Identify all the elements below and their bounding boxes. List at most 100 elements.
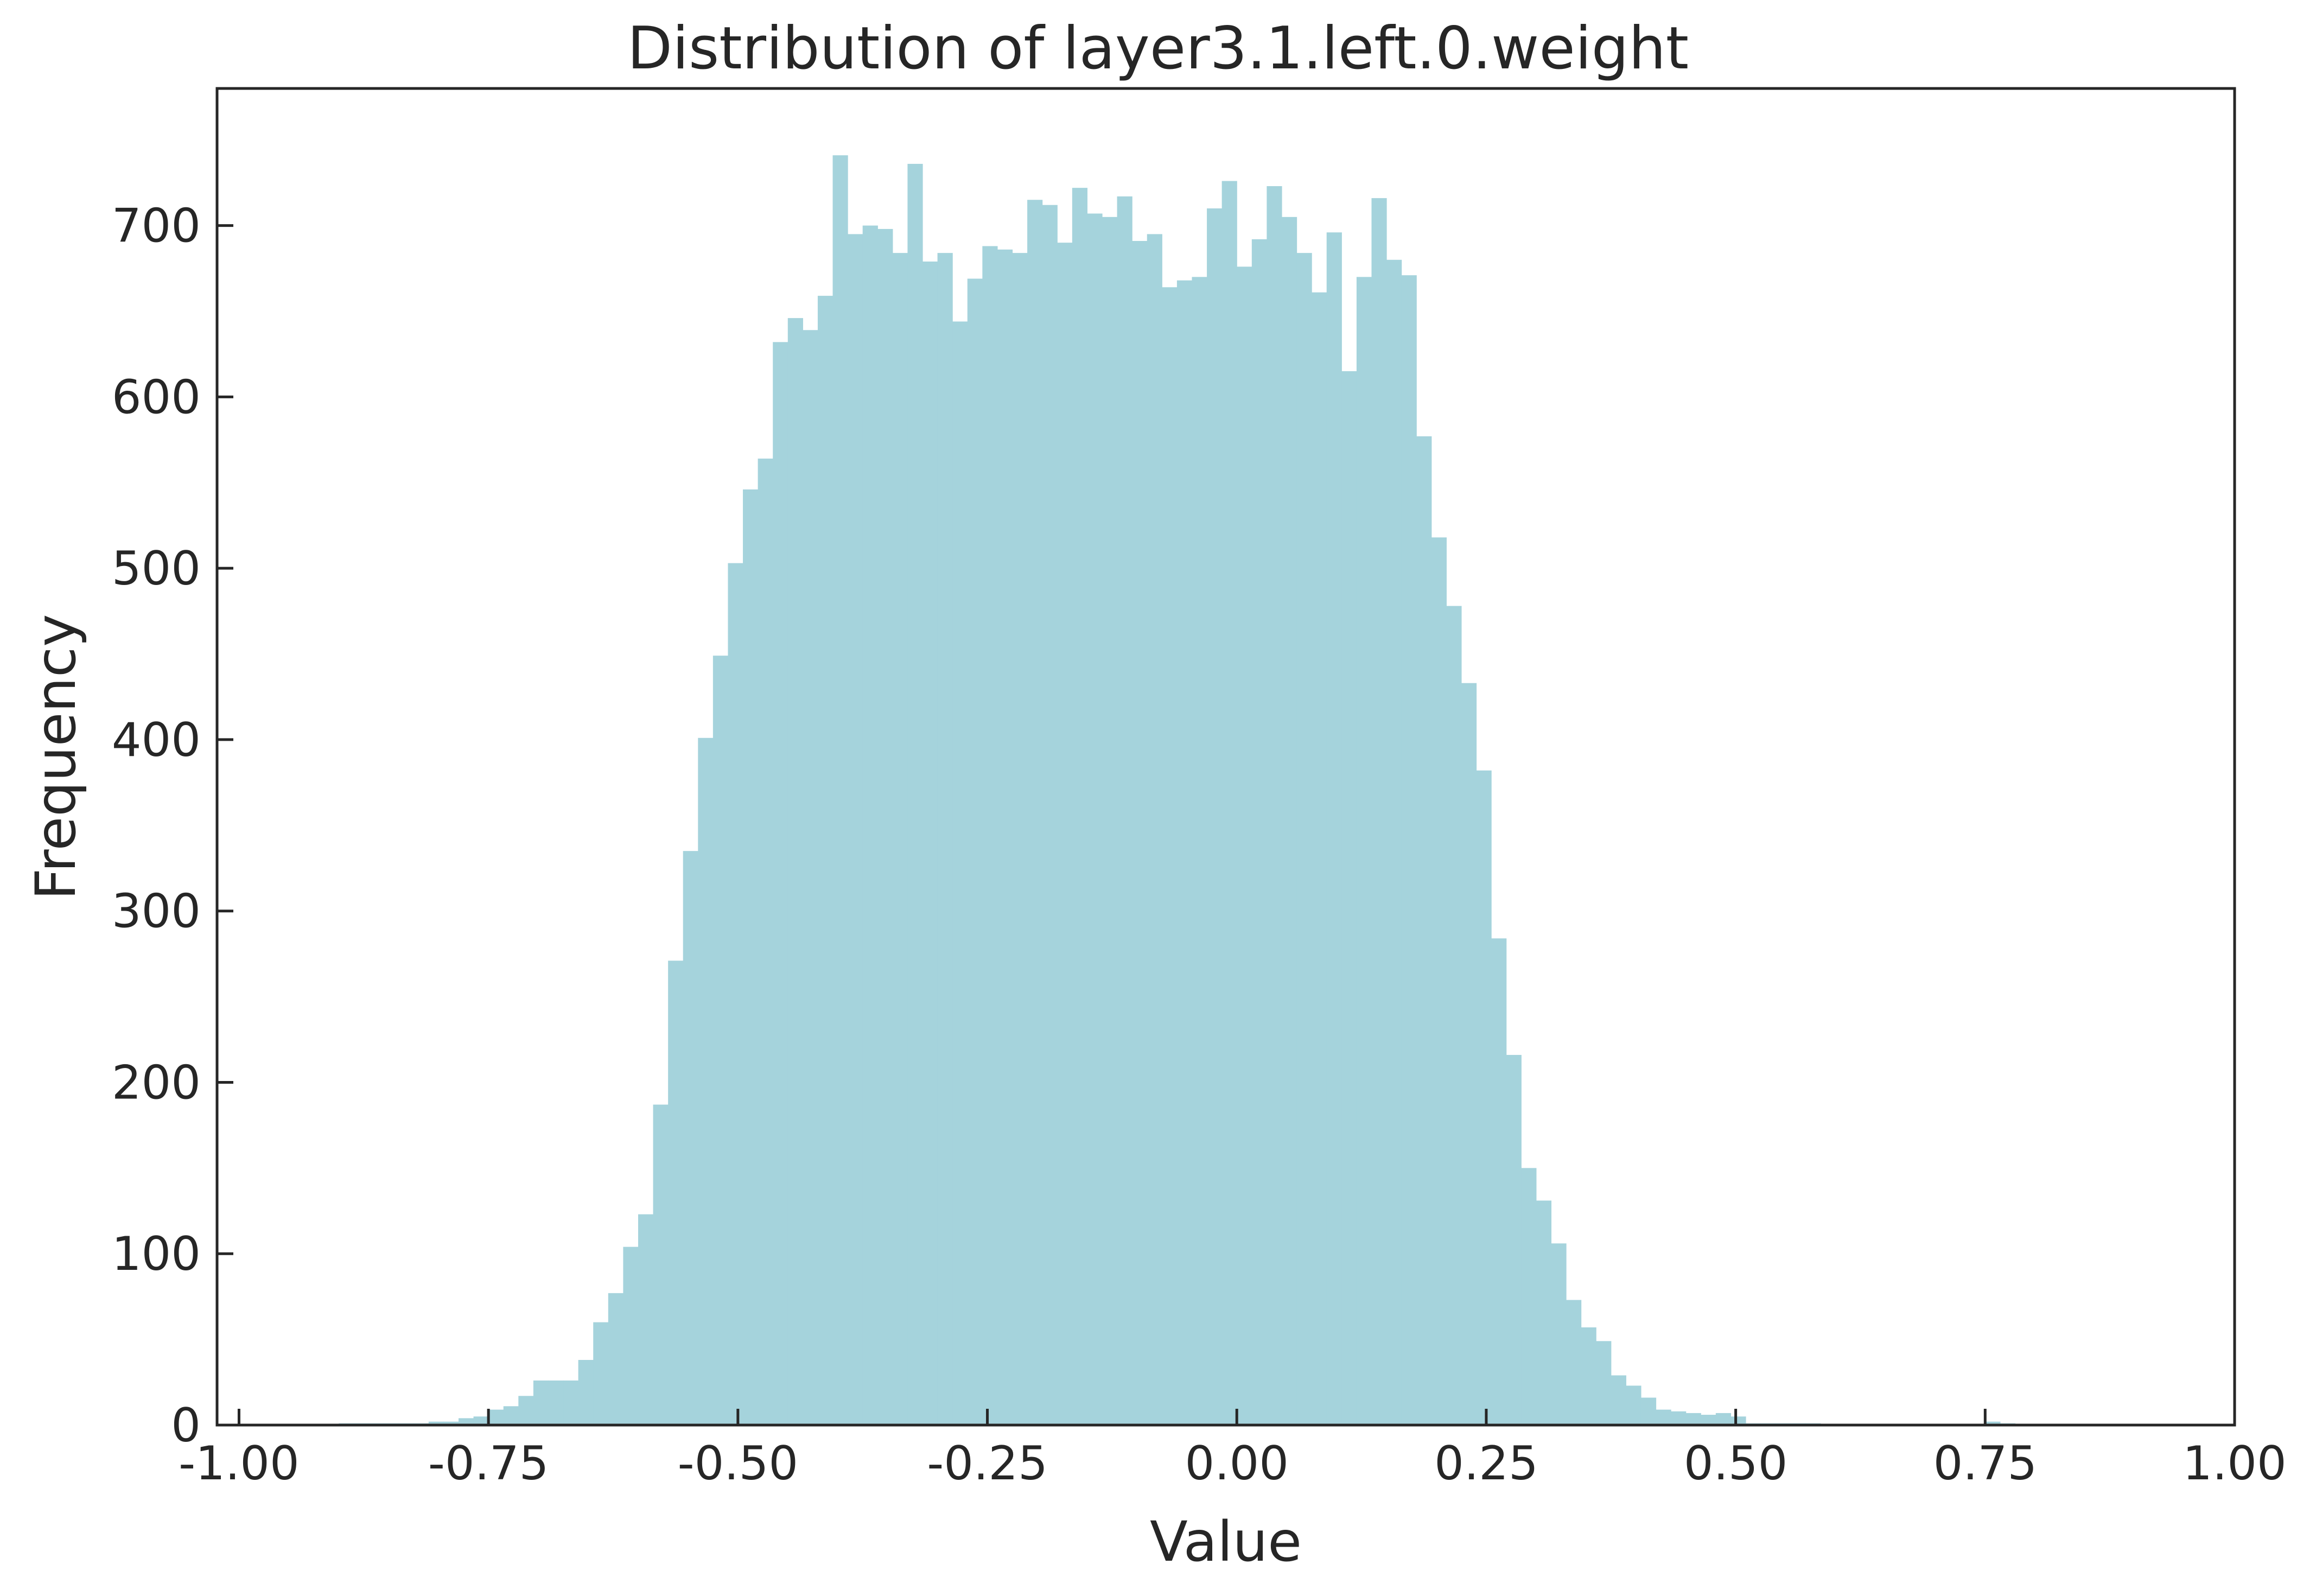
histogram-bar — [1072, 188, 1088, 1426]
y-tick-label: 300 — [112, 885, 201, 939]
histogram-bars — [339, 155, 2016, 1426]
x-tick-label: 1.00 — [2183, 1436, 2286, 1491]
histogram-bar — [1715, 1413, 1732, 1425]
histogram-bar — [1685, 1413, 1701, 1425]
y-tick-label: 700 — [112, 199, 201, 253]
histogram-bar — [787, 318, 803, 1425]
histogram-bar — [683, 851, 698, 1425]
histogram-bar — [862, 225, 878, 1425]
y-tick-label: 500 — [112, 542, 201, 596]
histogram-bar — [1416, 436, 1432, 1425]
histogram-bar — [548, 1380, 564, 1425]
histogram-bar — [1207, 208, 1223, 1425]
histogram-bar — [503, 1406, 519, 1425]
y-axis-label: Frequency — [24, 614, 88, 900]
histogram-bar — [1985, 1421, 2001, 1425]
histogram-bar — [1566, 1300, 1582, 1425]
histogram-bar — [997, 249, 1013, 1425]
x-tick-label: -0.75 — [428, 1436, 549, 1491]
x-axis-ticks: -1.00 -0.75 -0.50 -0.25 0.00 0.25 0.50 0.75 1.00 — [179, 1409, 2287, 1491]
histogram-bar — [1626, 1385, 1641, 1425]
histogram-bar — [1042, 205, 1058, 1426]
histogram-bar — [1012, 253, 1028, 1425]
histogram-bar — [967, 278, 983, 1425]
histogram-bar — [803, 330, 818, 1425]
histogram-bar — [832, 155, 848, 1426]
histogram-bar — [907, 163, 923, 1426]
histogram-bar — [578, 1360, 594, 1425]
histogram-bar — [1326, 232, 1342, 1425]
histogram-bar — [1102, 217, 1118, 1425]
histogram-bar — [443, 1421, 459, 1425]
histogram-bar — [773, 342, 788, 1425]
histogram-bar — [428, 1421, 444, 1425]
histogram-bar — [1446, 606, 1462, 1425]
x-tick-label: 0.00 — [1185, 1436, 1288, 1491]
histogram-bar — [982, 246, 998, 1425]
histogram-bar — [1192, 277, 1207, 1425]
x-tick-label: -0.50 — [678, 1436, 799, 1491]
histogram-bar — [952, 321, 968, 1426]
y-tick-label: 100 — [112, 1227, 201, 1281]
x-axis-label: Value — [1150, 1510, 1302, 1574]
histogram-bar — [608, 1293, 623, 1425]
histogram-bar — [1057, 243, 1073, 1426]
chart-title: Distribution of layer3.1.left.0.weight — [627, 15, 1689, 82]
histogram-bar — [1431, 537, 1447, 1425]
histogram-bar — [1281, 217, 1297, 1425]
histogram-bar — [1312, 292, 1327, 1425]
histogram-bar — [1521, 1168, 1537, 1425]
histogram-bar — [1461, 683, 1477, 1425]
histogram-bar — [1491, 938, 1507, 1425]
histogram-bar — [533, 1380, 549, 1425]
histogram-bar — [1656, 1409, 1671, 1425]
histogram-bar — [1536, 1200, 1552, 1425]
x-tick-label: -1.00 — [179, 1436, 300, 1491]
histogram-bar — [1401, 275, 1417, 1426]
histogram-bar — [668, 961, 684, 1425]
x-tick-label: 0.50 — [1684, 1436, 1787, 1491]
plot-frame — [215, 87, 2236, 1427]
histogram-bar — [848, 234, 863, 1426]
histogram-bar — [1267, 186, 1282, 1425]
histogram-bar — [593, 1322, 609, 1425]
histogram-bar — [1640, 1397, 1657, 1425]
histogram-bar — [1251, 239, 1267, 1426]
histogram-bar — [1132, 241, 1148, 1425]
histogram-bar — [473, 1416, 489, 1425]
histogram-bar — [458, 1418, 474, 1425]
x-tick-label: -0.25 — [927, 1436, 1048, 1491]
histogram-bar — [1117, 196, 1132, 1426]
histogram-bar — [1581, 1327, 1596, 1425]
histogram-bar — [937, 253, 953, 1425]
histogram-bar — [712, 656, 729, 1425]
histogram-bar — [1341, 371, 1357, 1425]
histogram-bar — [488, 1409, 504, 1425]
histogram-bar — [817, 296, 833, 1425]
histogram-bar — [1701, 1415, 1716, 1425]
histogram-bar — [698, 737, 714, 1425]
y-tick-label: 600 — [112, 370, 201, 424]
histogram-bar — [1386, 259, 1402, 1425]
histogram-bar — [1147, 234, 1162, 1426]
histogram-bar — [1371, 198, 1387, 1425]
histogram-bar — [1087, 213, 1103, 1425]
y-tick-label: 0 — [171, 1398, 201, 1453]
histogram-bar — [518, 1396, 534, 1425]
histogram-bar — [1176, 280, 1193, 1426]
histogram-bar — [743, 489, 759, 1425]
histogram-bar — [1506, 1054, 1522, 1425]
histogram-bar — [1551, 1243, 1567, 1425]
x-tick-label: 0.25 — [1434, 1436, 1538, 1491]
histogram-bar — [653, 1104, 669, 1425]
histogram-bar — [1027, 200, 1043, 1425]
y-axis-ticks: 0 100 200 300 400 500 600 700 — [112, 199, 233, 1453]
y-tick-label: 400 — [112, 713, 201, 767]
histogram-bar — [1611, 1375, 1626, 1425]
histogram-bar — [758, 459, 773, 1425]
histogram-bar — [1162, 287, 1178, 1425]
histogram-bar — [623, 1247, 639, 1425]
histogram-bar — [877, 228, 893, 1426]
